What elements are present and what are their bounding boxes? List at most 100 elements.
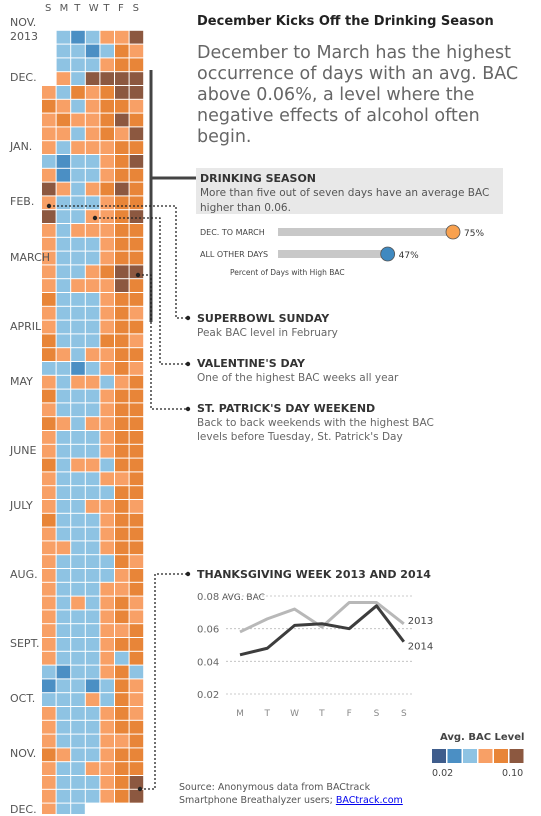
month-label: OCT. bbox=[10, 692, 36, 706]
calendar-day-cell bbox=[85, 72, 100, 85]
calendar-day-cell bbox=[129, 707, 144, 720]
calendar-day-cell bbox=[129, 527, 144, 541]
calendar-day-cell bbox=[71, 527, 85, 541]
calendar-day-cell bbox=[100, 776, 114, 789]
calendar-day-cell bbox=[115, 237, 129, 251]
calendar-day-cell bbox=[71, 182, 85, 196]
calendar-day-cell bbox=[56, 582, 71, 596]
calendar-day-cell bbox=[129, 486, 144, 499]
calendar-day-cell bbox=[56, 30, 71, 44]
source-line-2: Smartphone Breathalyzer users; bbox=[179, 795, 336, 806]
calendar-day-cell bbox=[56, 444, 71, 458]
month-label: DEC. bbox=[10, 71, 37, 85]
calendar-day-cell bbox=[71, 762, 85, 775]
month-label: MARCH bbox=[10, 250, 51, 264]
calendar-day-cell bbox=[56, 403, 71, 417]
calendar-day-cell bbox=[129, 431, 144, 444]
calendar-cells bbox=[42, 30, 144, 814]
calendar-day-cell bbox=[115, 693, 129, 706]
bar-endpoint-dot bbox=[380, 246, 396, 262]
calendar-day-cell bbox=[100, 237, 114, 251]
calendar-day-cell bbox=[85, 403, 100, 417]
calendar-day-cell bbox=[100, 210, 114, 223]
calendar-day-cell bbox=[71, 30, 85, 44]
calendar-day-cell bbox=[56, 348, 71, 361]
calendar-day-cell bbox=[129, 362, 144, 375]
calendar-day-cell bbox=[71, 334, 85, 348]
calendar-day-cell bbox=[56, 127, 71, 141]
calendar-day-cell bbox=[56, 306, 71, 320]
calendar-day-cell bbox=[129, 555, 144, 568]
calendar-day-cell bbox=[115, 168, 129, 182]
calendar-day-cell bbox=[71, 265, 85, 279]
calendar-day-cell bbox=[85, 707, 100, 720]
calendar-day-cell bbox=[100, 638, 114, 651]
calendar-day-cell bbox=[42, 334, 56, 348]
calendar-day-cell bbox=[129, 210, 144, 223]
calendar-day-cell bbox=[85, 527, 100, 541]
calendar-day-cell bbox=[56, 99, 71, 113]
calendar-day-cell bbox=[115, 444, 129, 458]
calendar-day-cell bbox=[42, 293, 56, 306]
calendar-day-cell bbox=[42, 196, 56, 210]
calendar-day-cell bbox=[56, 72, 71, 85]
calendar-day-cell bbox=[71, 610, 85, 624]
calendar-day-cell bbox=[56, 251, 71, 265]
calendar-day-cell bbox=[71, 155, 85, 168]
calendar-day-cell bbox=[85, 734, 100, 748]
calendar-day-cell bbox=[129, 500, 144, 513]
connector-dot bbox=[46, 203, 52, 209]
calendar-day-cell bbox=[85, 541, 100, 555]
calendar-day-cell bbox=[42, 472, 56, 486]
legend-max-label: 0.10 bbox=[502, 768, 524, 779]
calendar-day-cell bbox=[42, 679, 56, 693]
bar-category-label: ALL OTHER DAYS bbox=[200, 250, 268, 259]
legend-title: Avg. BAC Level bbox=[440, 732, 525, 743]
legend-swatch bbox=[432, 749, 446, 763]
source-link[interactable]: BACtrack.com bbox=[335, 795, 403, 806]
calendar-day-cell bbox=[42, 417, 56, 430]
calendar-day-cell bbox=[85, 30, 100, 44]
calendar-day-cell bbox=[129, 182, 144, 196]
calendar-day-cell bbox=[115, 265, 129, 279]
calendar-day-cell bbox=[115, 569, 129, 582]
calendar-day-cell bbox=[85, 500, 100, 513]
weekday-header: W bbox=[88, 3, 99, 14]
calendar-day-cell bbox=[56, 624, 71, 637]
bar-chart-axis-title: Percent of Days with High BAC bbox=[230, 268, 345, 277]
calendar-day-cell bbox=[115, 748, 129, 762]
calendar-day-cell bbox=[71, 624, 85, 637]
calendar-day-cell bbox=[71, 541, 85, 555]
calendar-day-cell bbox=[115, 486, 129, 499]
calendar-day-cell bbox=[100, 541, 114, 555]
calendar-day-cell bbox=[71, 251, 85, 265]
calendar-day-cell bbox=[42, 527, 56, 541]
calendar-day-cell bbox=[56, 293, 71, 306]
drinking-season-body: More than five out of seven days have an… bbox=[200, 187, 490, 214]
calendar-day-cell bbox=[129, 72, 144, 85]
calendar-day-cell bbox=[42, 141, 56, 154]
calendar-day-cell bbox=[129, 99, 144, 113]
calendar-day-cell bbox=[56, 665, 71, 679]
calendar-day-cell bbox=[100, 417, 114, 430]
calendar-day-cell bbox=[56, 693, 71, 706]
calendar-day-cell bbox=[115, 541, 129, 555]
calendar-day-cell bbox=[85, 320, 100, 334]
calendar-day-cell bbox=[56, 362, 71, 375]
calendar-day-cell bbox=[129, 58, 144, 72]
calendar-day-cell bbox=[56, 237, 71, 251]
line-chart: 0.08 0.06 0.04 0.02 AVG. BAC M T W T F S S 2013 2014 bbox=[197, 592, 433, 719]
calendar-day-cell bbox=[85, 458, 100, 472]
month-label: AUG. bbox=[10, 568, 38, 581]
calendar-day-cell bbox=[42, 624, 56, 637]
bar-chart: DEC. TO MARCH 75% ALL OTHER DAYS 47% bbox=[200, 224, 484, 262]
calendar-day-cell bbox=[115, 293, 129, 306]
calendar-day-cell bbox=[56, 527, 71, 541]
calendar-day-cell bbox=[85, 776, 100, 789]
calendar-day-cell bbox=[85, 748, 100, 762]
calendar-day-cell bbox=[85, 348, 100, 361]
calendar-day-cell bbox=[71, 776, 85, 789]
calendar-day-cell bbox=[85, 210, 100, 223]
calendar-day-cell bbox=[56, 375, 71, 389]
calendar-day-cell bbox=[42, 362, 56, 375]
